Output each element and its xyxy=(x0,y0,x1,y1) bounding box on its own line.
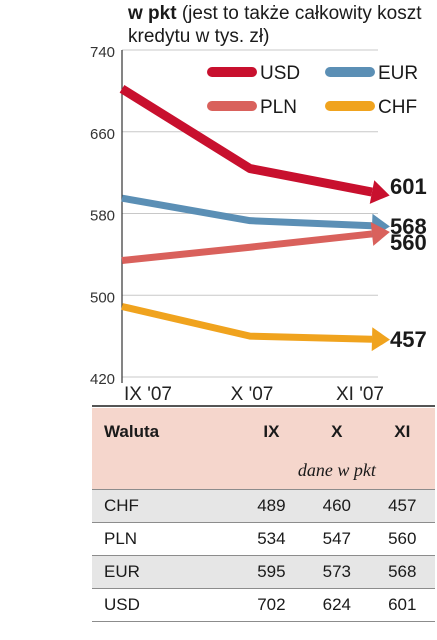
header-waluta: Waluta xyxy=(104,422,160,441)
legend-label-chf: CHF xyxy=(378,97,417,118)
cell-value: 601 xyxy=(369,588,435,622)
cell-currency: PLN xyxy=(92,522,239,556)
header-x: X xyxy=(331,422,343,441)
table-row: CHF 489 460 457 xyxy=(92,489,435,523)
cell-currency: USD xyxy=(92,588,239,622)
series-line-chf xyxy=(121,303,373,343)
cell-currency: EUR xyxy=(92,555,239,589)
table-row: PLN 534 547 560 xyxy=(92,522,435,556)
cell-value: 702 xyxy=(238,588,305,622)
y-tick-label: 740 xyxy=(90,44,115,61)
x-tick-label: XI '07 xyxy=(336,384,384,405)
x-tick-label: X '07 xyxy=(231,384,274,405)
table-row: EUR 595 573 568 xyxy=(92,555,435,589)
data-table: Waluta IX X XI dane w pkt CHF 489 460 45… xyxy=(92,408,435,622)
header-ix: IX xyxy=(263,422,280,441)
end-value-label: 568 xyxy=(390,214,427,239)
cell-value: 624 xyxy=(304,588,370,622)
cell-value: 560 xyxy=(369,522,435,556)
arrowhead-usd xyxy=(369,180,390,204)
legend-label-usd: USD xyxy=(260,63,300,84)
table-row: USD 702 624 601 xyxy=(92,588,435,622)
end-value-label: 457 xyxy=(390,327,427,352)
cell-value: 460 xyxy=(304,489,370,523)
cell-value: 573 xyxy=(304,555,370,589)
cell-value: 547 xyxy=(304,522,370,556)
x-tick-label: IX '07 xyxy=(124,384,172,405)
legend-label-pln: PLN xyxy=(260,97,297,118)
cell-value: 568 xyxy=(369,555,435,589)
arrowhead-pln xyxy=(370,222,390,246)
end-value-label: 601 xyxy=(390,174,427,199)
chart-title-rest: (jest to także całkowity koszt kredytu w… xyxy=(128,3,422,47)
table-note-row: dane w pkt xyxy=(92,456,435,490)
end-value-label: 560 xyxy=(390,230,427,255)
table-top-rule xyxy=(92,405,435,407)
series-line-usd xyxy=(119,85,373,197)
cell-value: 595 xyxy=(238,555,305,589)
y-tick-label: 500 xyxy=(90,289,115,306)
y-tick-label: 580 xyxy=(90,208,115,225)
header-xi: XI xyxy=(394,422,411,441)
line-chart: 420 500 580 660 740 IX '07 X '07 XI '07 601 56856… xyxy=(90,44,427,405)
chart-title-bold: w pkt xyxy=(128,3,177,24)
table-header-row: Waluta IX X XI xyxy=(92,408,435,456)
series-line-eur xyxy=(121,194,373,230)
cell-value: 489 xyxy=(238,489,305,523)
cell-value: 534 xyxy=(238,522,305,556)
cell-value: 457 xyxy=(369,489,435,523)
legend-label-eur: EUR xyxy=(378,63,418,84)
y-tick-label: 420 xyxy=(90,371,115,388)
y-tick-label: 660 xyxy=(90,126,115,143)
cell-currency: CHF xyxy=(92,489,239,523)
table-unit-note: dane w pkt xyxy=(238,456,435,490)
chart-title: w pkt (jest to także całkowity koszt kre… xyxy=(128,2,428,48)
series-line-pln xyxy=(121,230,373,264)
arrowhead-chf xyxy=(371,327,390,352)
